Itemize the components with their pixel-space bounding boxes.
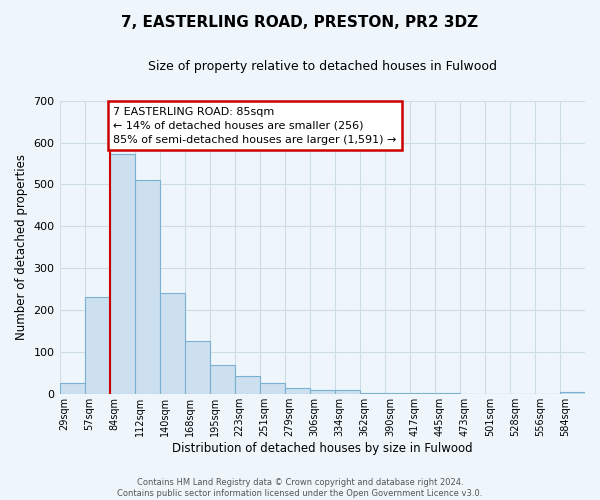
Bar xyxy=(85,297,110,394)
Bar xyxy=(560,392,585,394)
Bar xyxy=(134,180,160,394)
Bar xyxy=(310,390,335,394)
Text: 7, EASTERLING ROAD, PRESTON, PR2 3DZ: 7, EASTERLING ROAD, PRESTON, PR2 3DZ xyxy=(121,15,479,30)
X-axis label: Distribution of detached houses by size in Fulwood: Distribution of detached houses by size … xyxy=(172,442,473,455)
Bar xyxy=(360,393,385,394)
Bar xyxy=(110,154,134,394)
Bar xyxy=(385,393,410,394)
Text: 7 EASTERLING ROAD: 85sqm
← 14% of detached houses are smaller (256)
85% of semi-: 7 EASTERLING ROAD: 85sqm ← 14% of detach… xyxy=(113,107,397,145)
Bar xyxy=(209,365,235,394)
Bar xyxy=(285,388,310,394)
Text: Contains HM Land Registry data © Crown copyright and database right 2024.
Contai: Contains HM Land Registry data © Crown c… xyxy=(118,478,482,498)
Bar xyxy=(335,390,360,394)
Bar xyxy=(235,376,260,394)
Bar xyxy=(410,393,435,394)
Bar xyxy=(435,393,460,394)
Bar xyxy=(59,382,85,394)
Bar xyxy=(260,383,285,394)
Title: Size of property relative to detached houses in Fulwood: Size of property relative to detached ho… xyxy=(148,60,497,73)
Y-axis label: Number of detached properties: Number of detached properties xyxy=(15,154,28,340)
Bar xyxy=(160,292,185,394)
Bar xyxy=(185,342,209,394)
